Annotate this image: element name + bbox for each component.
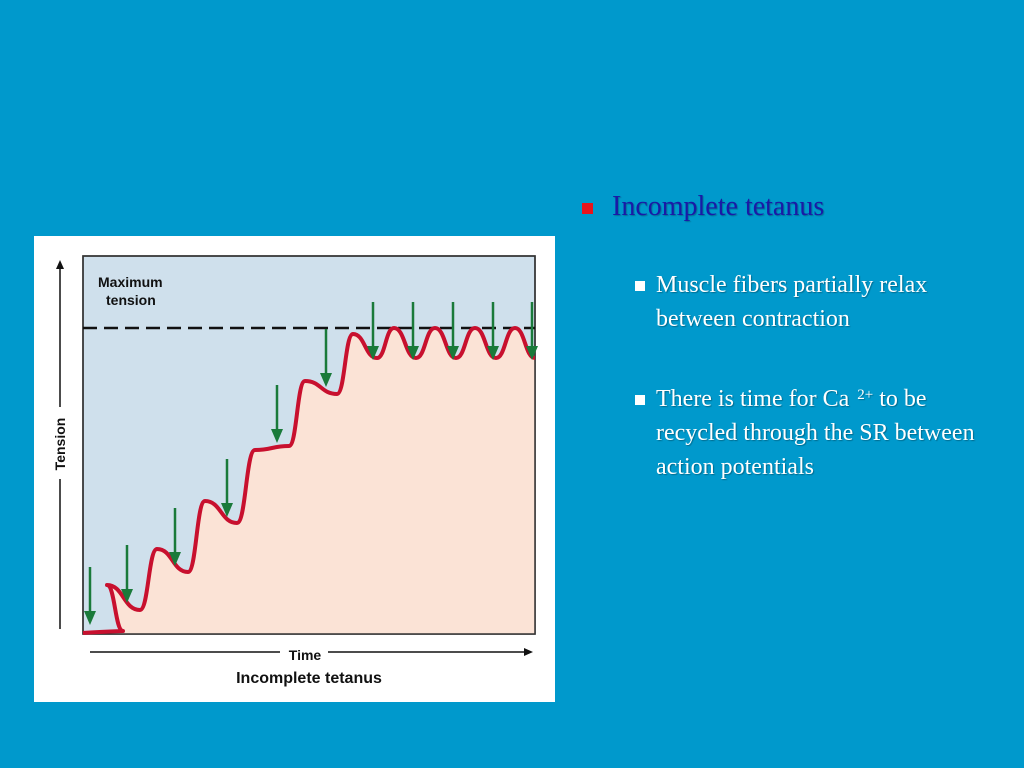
sub-bullet-2-text: There is time for Ca 2+ to be recycled t… <box>656 382 1002 484</box>
plot-frame <box>82 255 536 635</box>
stimulus-arrow-icon <box>526 346 538 360</box>
stimulus-arrow-icon <box>271 429 283 443</box>
lower-region <box>83 328 535 634</box>
y-axis-label-bg <box>51 407 69 479</box>
max-tension-label-line2: tension <box>106 292 156 308</box>
x-axis-label: Time <box>289 647 322 663</box>
stimulus-arrow-icon <box>169 552 181 566</box>
x-axis-label-bg <box>280 644 328 662</box>
y-axis-label: Tension <box>52 418 68 471</box>
stimulus-arrow-icon <box>487 346 499 360</box>
ca-superscript: 2+ <box>857 387 874 403</box>
stimulus-arrow-icon <box>367 346 379 360</box>
y-axis-arrowhead <box>56 260 64 269</box>
white-square-bullet-icon <box>635 395 645 405</box>
ca-text: There is time for Ca <box>656 386 850 412</box>
red-square-bullet-icon <box>582 203 593 214</box>
bullet-list: Incomplete tetanus Muscle fibers partial… <box>582 190 1002 484</box>
x-axis-arrowhead <box>524 648 533 656</box>
stimulus-arrow-icon <box>320 373 332 387</box>
sub-bullet-1-text: Muscle fibers partially relax between co… <box>656 272 928 332</box>
max-tension-label-line1: Maximum <box>98 274 163 290</box>
stimulus-arrow-icon <box>84 611 96 625</box>
heading-bullet: Incomplete tetanus <box>582 190 1002 224</box>
stimulus-arrow-icon <box>447 346 459 360</box>
sub-bullet-2-rest: to be recycled through the SR between ac… <box>656 386 975 480</box>
incomplete-tetanus-diagram: Maximum tension Tension Time Incomplete … <box>34 236 555 702</box>
diagram-caption: Incomplete tetanus <box>236 670 382 687</box>
stimulus-arrow-icon <box>407 346 419 360</box>
sub-bullet-1: Muscle fibers partially relax between co… <box>635 268 1002 336</box>
white-square-bullet-icon <box>635 281 645 291</box>
stimulus-arrows <box>84 302 538 625</box>
stimulus-arrow-icon <box>221 503 233 517</box>
sub-bullet-2: There is time for Ca 2+ to be recycled t… <box>635 382 1002 484</box>
diagram-svg: Maximum tension Tension Time Incomplete … <box>51 255 538 687</box>
stimulus-arrow-icon <box>121 589 133 603</box>
tension-curve <box>82 326 536 635</box>
heading-text: Incomplete tetanus <box>612 191 825 222</box>
